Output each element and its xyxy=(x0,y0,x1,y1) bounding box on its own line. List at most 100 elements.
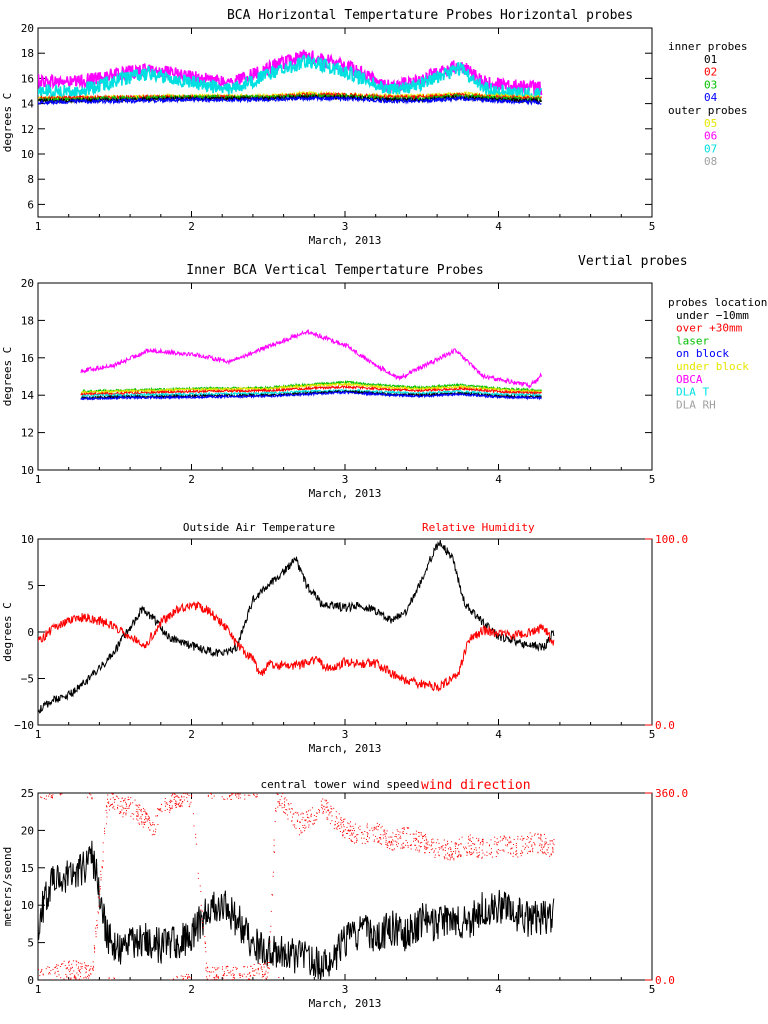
wind-direction-dot xyxy=(74,976,76,978)
wind-direction-dot xyxy=(516,850,518,852)
wind-direction-dot xyxy=(87,975,88,977)
wind-direction-dot xyxy=(426,847,428,849)
wind-direction-dot xyxy=(218,977,219,979)
wind-direction-dot xyxy=(143,823,145,825)
wind-direction-dot xyxy=(367,834,369,836)
wind-direction-dot xyxy=(476,856,478,858)
wind-direction-dot xyxy=(66,967,68,968)
wind-direction-dot xyxy=(47,979,49,980)
wind-direction-dot xyxy=(431,839,433,841)
wind-direction-dot xyxy=(351,834,353,836)
wind-direction-dot xyxy=(49,793,51,795)
wind-direction-dot xyxy=(547,852,549,854)
wind-direction-dot xyxy=(545,843,547,844)
wind-direction-dot xyxy=(377,841,379,843)
wind-direction-dot xyxy=(517,836,519,838)
wind-direction-dot xyxy=(515,854,517,856)
wind-direction-dot xyxy=(55,965,57,967)
wind-direction-dot xyxy=(252,974,254,976)
wind-direction-dot xyxy=(118,812,120,814)
x-tick-label: 3 xyxy=(342,728,349,741)
wind-direction-dot xyxy=(410,848,412,850)
wind-direction-dot xyxy=(381,843,382,845)
wind-direction-dot xyxy=(537,851,539,853)
wind-direction-dot xyxy=(501,849,503,851)
wind-direction-dot xyxy=(164,801,166,803)
legend-entry: 08 xyxy=(704,155,717,168)
wind-direction-dot xyxy=(86,968,87,970)
wind-direction-dot xyxy=(367,836,368,837)
wind-direction-dot xyxy=(534,843,536,845)
wind-direction-dot xyxy=(330,811,332,813)
y-tick-label: 10 xyxy=(21,148,34,161)
wind-direction-dot xyxy=(104,833,106,835)
wind-direction-dot xyxy=(314,819,316,821)
wind-direction-dot xyxy=(415,833,417,835)
wind-direction-dot xyxy=(509,836,510,838)
wind-direction-dot xyxy=(328,814,330,816)
wind-direction-dot xyxy=(41,979,42,980)
wind-direction-dot xyxy=(534,834,535,836)
wind-direction-dot xyxy=(399,831,401,833)
wind-direction-dot xyxy=(409,833,411,835)
wind-direction-dot xyxy=(468,836,469,838)
wind-direction-dot xyxy=(56,964,58,966)
x-tick-label: 4 xyxy=(495,983,502,996)
wind-direction-dot xyxy=(206,966,208,968)
wind-direction-dot xyxy=(278,801,280,803)
wind-direction-dot xyxy=(96,920,98,922)
wind-direction-dot xyxy=(503,837,505,839)
wind-direction-dot xyxy=(477,840,479,842)
wind-direction-dot xyxy=(171,807,173,809)
wind-direction-dot xyxy=(471,841,472,842)
wind-direction-dot xyxy=(97,896,99,898)
wind-direction-dot xyxy=(453,858,455,860)
wind-direction-dot xyxy=(74,974,76,976)
wind-direction-dot xyxy=(380,838,382,840)
wind-direction-dot xyxy=(54,973,56,975)
wind-direction-dot xyxy=(48,972,50,973)
wind-direction-dot xyxy=(285,809,287,810)
wind-direction-dot xyxy=(407,842,408,844)
wind-direction-dot xyxy=(111,793,113,794)
wind-direction-dot xyxy=(503,836,505,838)
wind-direction-dot xyxy=(343,824,344,826)
wind-direction-dot xyxy=(92,969,94,971)
wind-direction-dot xyxy=(216,978,218,980)
wind-direction-dot xyxy=(503,835,505,837)
wind-direction-dot xyxy=(329,811,331,813)
wind-direction-dot xyxy=(47,966,49,968)
wind-direction-dot xyxy=(385,837,387,839)
wind-direction-dot xyxy=(526,845,528,847)
wind-direction-dot xyxy=(232,969,234,971)
wind-direction-dot xyxy=(140,818,142,820)
wind-direction-dot xyxy=(175,795,177,797)
wind-direction-dot xyxy=(326,816,328,818)
wind-direction-dot xyxy=(148,816,150,818)
wind-direction-dot xyxy=(361,832,362,834)
wind-direction-dot xyxy=(238,793,240,795)
wind-direction-dot xyxy=(336,823,338,825)
wind-direction-dot xyxy=(125,803,127,805)
wind-direction-dot xyxy=(490,839,492,841)
wind-direction-dot xyxy=(520,852,521,854)
wind-direction-dot xyxy=(424,846,426,848)
wind-direction-dot xyxy=(40,796,42,798)
wind-direction-dot xyxy=(263,964,265,965)
wind-direction-dot xyxy=(383,830,385,832)
series-line-4 xyxy=(80,384,542,397)
wind-direction-dot xyxy=(94,951,96,953)
series-line-2 xyxy=(38,54,543,102)
secondary-title: Relative Humidity xyxy=(422,521,535,534)
wind-direction-dot xyxy=(179,806,181,808)
legend-entry: on block xyxy=(676,347,729,360)
wind-direction-dot xyxy=(265,970,267,972)
wind-direction-dot xyxy=(143,811,145,812)
wind-direction-dot xyxy=(310,821,312,823)
wind-direction-dot xyxy=(230,970,232,972)
wind-direction-dot xyxy=(400,837,402,839)
wind-direction-dot xyxy=(108,977,110,979)
wind-direction-dot xyxy=(223,975,225,977)
wind-direction-dot xyxy=(123,800,125,802)
